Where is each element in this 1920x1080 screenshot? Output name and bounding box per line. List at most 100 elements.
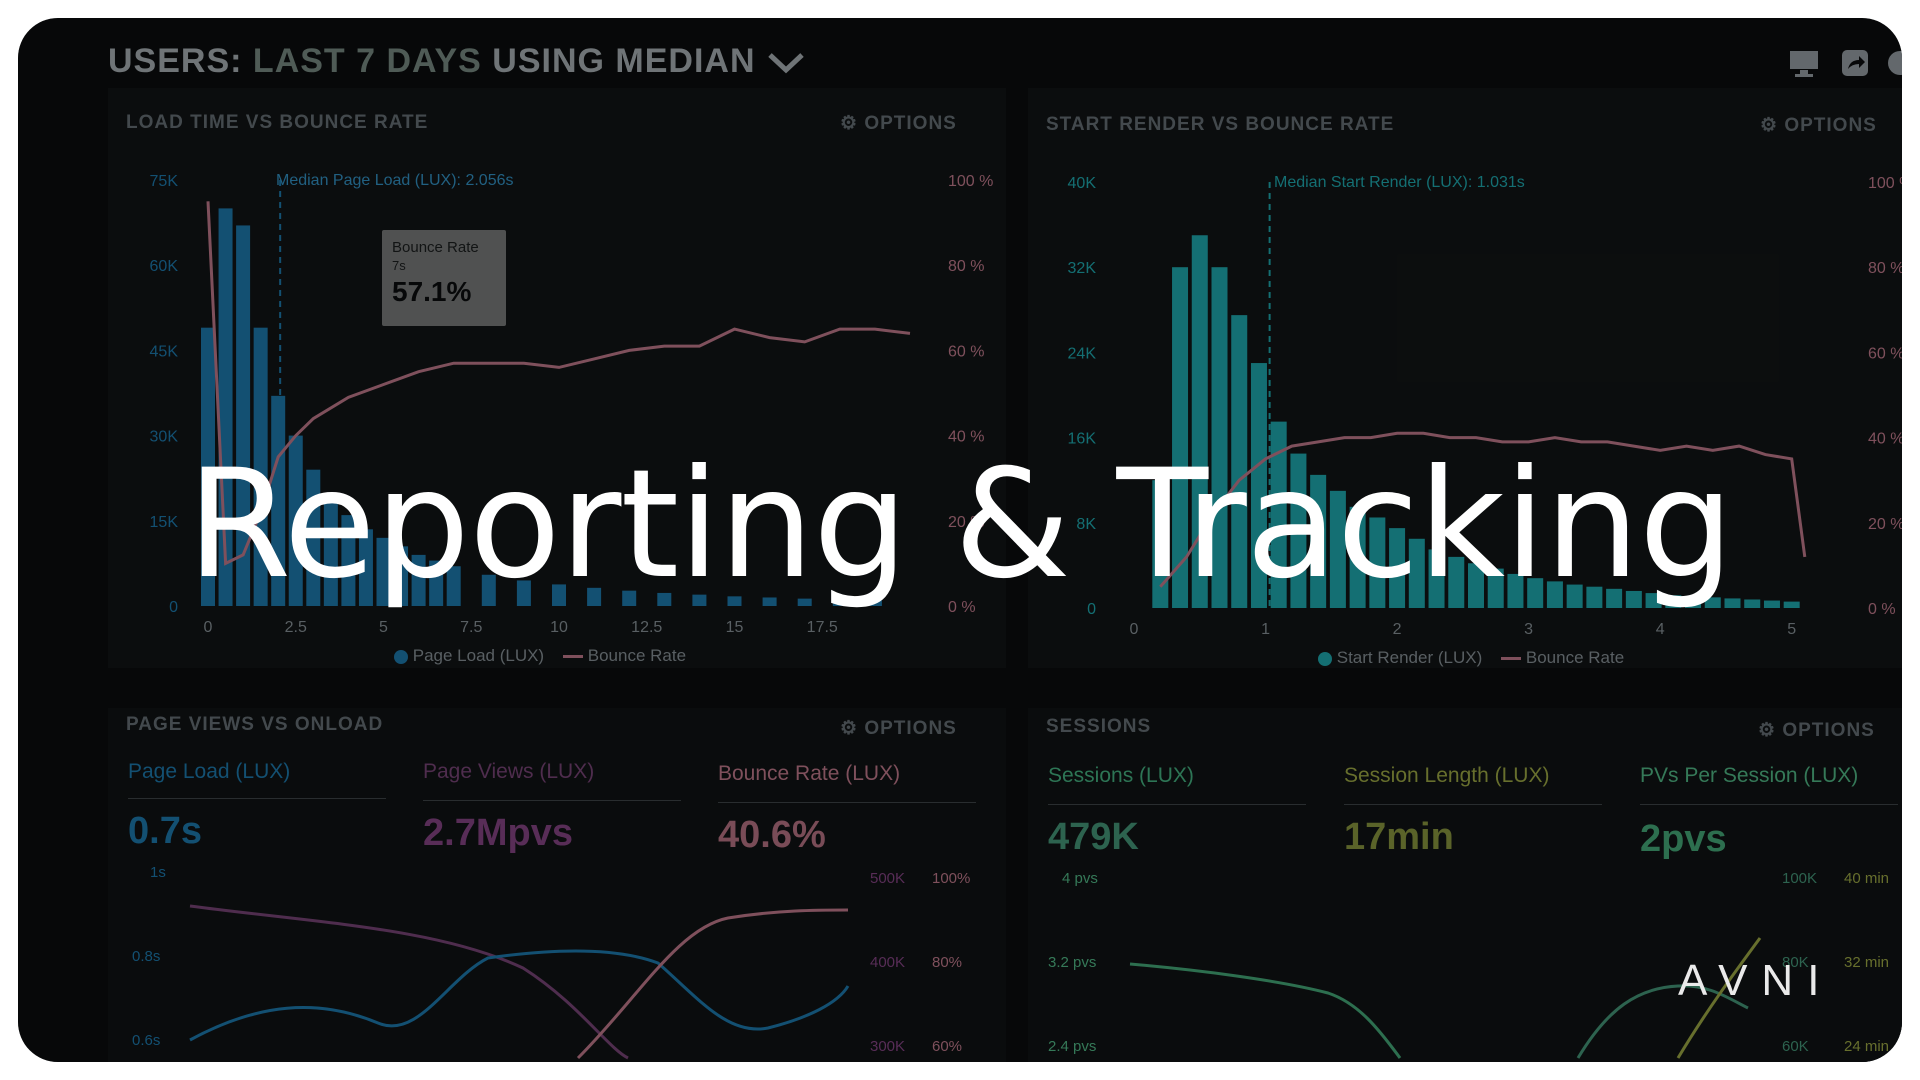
pv-y2-tick: 500K [870, 870, 906, 887]
dashboard-header[interactable]: USERS: LAST 7 DAYS USING MEDIAN [108, 42, 806, 81]
monitor-icon[interactable] [1788, 48, 1820, 78]
metric-session-length-value: 17min [1344, 816, 1454, 858]
settings-icon[interactable] [1884, 48, 1902, 78]
histogram-bar [1389, 528, 1406, 608]
y-tick-label: 24K [1068, 345, 1097, 362]
legend-bounce-rate-2[interactable]: Bounce Rate [1525, 648, 1625, 667]
histogram-bar [1329, 490, 1346, 608]
legend-dot-page-load [394, 649, 408, 664]
x-tick-label: 0 [204, 619, 213, 636]
legend-page-load[interactable]: Page Load (LUX) [412, 646, 545, 665]
session-length-line [1676, 937, 1762, 1059]
histogram-bar [341, 515, 356, 606]
histogram-bar [1586, 586, 1603, 608]
y-tick-label: 16K [1068, 431, 1097, 448]
x-tick-label: 10 [550, 619, 568, 636]
sessions-options-button[interactable]: ⚙ OPTIONS [1758, 719, 1875, 742]
pageviews-options-label: OPTIONS [864, 718, 957, 739]
histogram-bar [358, 529, 373, 606]
sess-y-tick: 4 pvs [1062, 870, 1098, 887]
pv-y3-tick: 100% [932, 870, 971, 887]
histogram-bar [1369, 517, 1386, 608]
load-options-label: OPTIONS [864, 113, 957, 134]
histogram-bar [1744, 599, 1761, 608]
sessions-panel-title: SESSIONS [1046, 716, 1152, 737]
bounce-rate-line [1159, 431, 1807, 588]
histogram-bar [1191, 235, 1208, 608]
histogram-bar [1172, 267, 1189, 608]
histogram-bar [1270, 421, 1287, 608]
gear-icon: ⚙ [1758, 720, 1777, 741]
metric-sessions-value: 479K [1048, 816, 1139, 858]
pv-y-tick: 0.8s [132, 948, 161, 965]
headline: Reporting & Tracking [187, 438, 1734, 612]
metric-pvs-label: PVs Per Session (LUX) [1640, 764, 1859, 787]
load-options-button[interactable]: ⚙ OPTIONS [840, 112, 957, 135]
histogram-bar [832, 599, 847, 606]
y-tick-label: 60K [150, 258, 179, 275]
histogram-bar [1507, 573, 1524, 608]
y2-tick-label: 60 % [1868, 345, 1902, 362]
panel-sessions [1028, 708, 1902, 1062]
y2-tick-label: 0 % [1868, 601, 1896, 618]
pvs-per-session-line [1129, 962, 1402, 1059]
histogram-bar [1231, 315, 1248, 608]
histogram-bar [1349, 506, 1366, 608]
divider [1048, 804, 1306, 805]
pv-y3-tick: 80% [932, 954, 963, 971]
y2-tick-label: 100 % [1868, 175, 1902, 192]
histogram-bar [867, 600, 882, 606]
y-tick-label: 8K [1076, 516, 1096, 533]
render-options-label: OPTIONS [1784, 115, 1877, 136]
header-prefix: USERS: [108, 42, 243, 80]
legend-bounce-rate[interactable]: Bounce Rate [587, 646, 687, 665]
pageviews-options-button[interactable]: ⚙ OPTIONS [840, 717, 957, 740]
load-median-label: Median Page Load (LUX): 2.056s [276, 172, 514, 189]
histogram-bar [411, 554, 426, 606]
legend-dot-start-render [1318, 651, 1332, 666]
histogram-bar [1763, 600, 1780, 608]
header-range: LAST 7 DAYS [252, 42, 482, 80]
histogram-bar [657, 592, 672, 606]
histogram-bar [1448, 556, 1465, 608]
sess-y2-tick: 100K [1782, 870, 1818, 887]
panel-pageviews [108, 708, 1006, 1062]
divider [128, 798, 386, 799]
render-chart: 40K 32K 24K 16K 8K 0 100 % 80 % 60 % 40 % 20 % 0 % 0… [1068, 175, 1902, 638]
page-views-line [189, 904, 629, 1060]
histogram-bar [306, 469, 321, 606]
histogram-bar [1211, 267, 1228, 608]
histogram-bar [727, 596, 742, 606]
histogram-bar [1290, 453, 1307, 608]
tooltip-value: 57.1% [392, 276, 472, 307]
divider [1344, 804, 1602, 805]
tooltip-title: Bounce Rate [392, 239, 479, 256]
x-tick-label: 0 [1130, 621, 1139, 638]
y2-tick-label: 80 % [948, 258, 984, 275]
histogram-bar [1408, 538, 1425, 608]
render-legend: Start Render (LUX) Bounce Rate [1318, 648, 1624, 668]
y-tick-label: 32K [1068, 260, 1097, 277]
histogram-bar [236, 225, 251, 606]
x-tick-label: 5 [1787, 621, 1796, 638]
gear-icon: ⚙ [840, 113, 859, 134]
histogram-bar [1428, 549, 1445, 608]
histogram-bar [394, 546, 409, 606]
render-options-button[interactable]: ⚙ OPTIONS [1760, 114, 1877, 137]
metric-page-views-value: 2.7Mpvs [423, 812, 573, 854]
y-tick-label: 30K [150, 429, 179, 446]
bounce-rate-line [206, 201, 911, 566]
legend-start-render[interactable]: Start Render (LUX) [1336, 648, 1483, 667]
histogram-bar [1310, 474, 1327, 608]
sess-y3-tick: 32 min [1844, 954, 1890, 971]
render-median-label: Median Start Render (LUX): 1.031s [1274, 174, 1525, 191]
pv-y3-tick: 60% [932, 1038, 963, 1055]
metric-session-length-label: Session Length (LUX) [1344, 764, 1550, 787]
share-icon[interactable] [1840, 48, 1870, 78]
pv-y-tick: 1s [150, 864, 166, 881]
histogram-bar [622, 590, 637, 606]
histogram-bar [1606, 588, 1623, 608]
sessions-options-label: OPTIONS [1782, 720, 1875, 741]
dashboard: USERS: LAST 7 DAYS USING MEDIAN LOAD TIM… [18, 18, 1902, 1062]
histogram-bar [201, 327, 215, 606]
